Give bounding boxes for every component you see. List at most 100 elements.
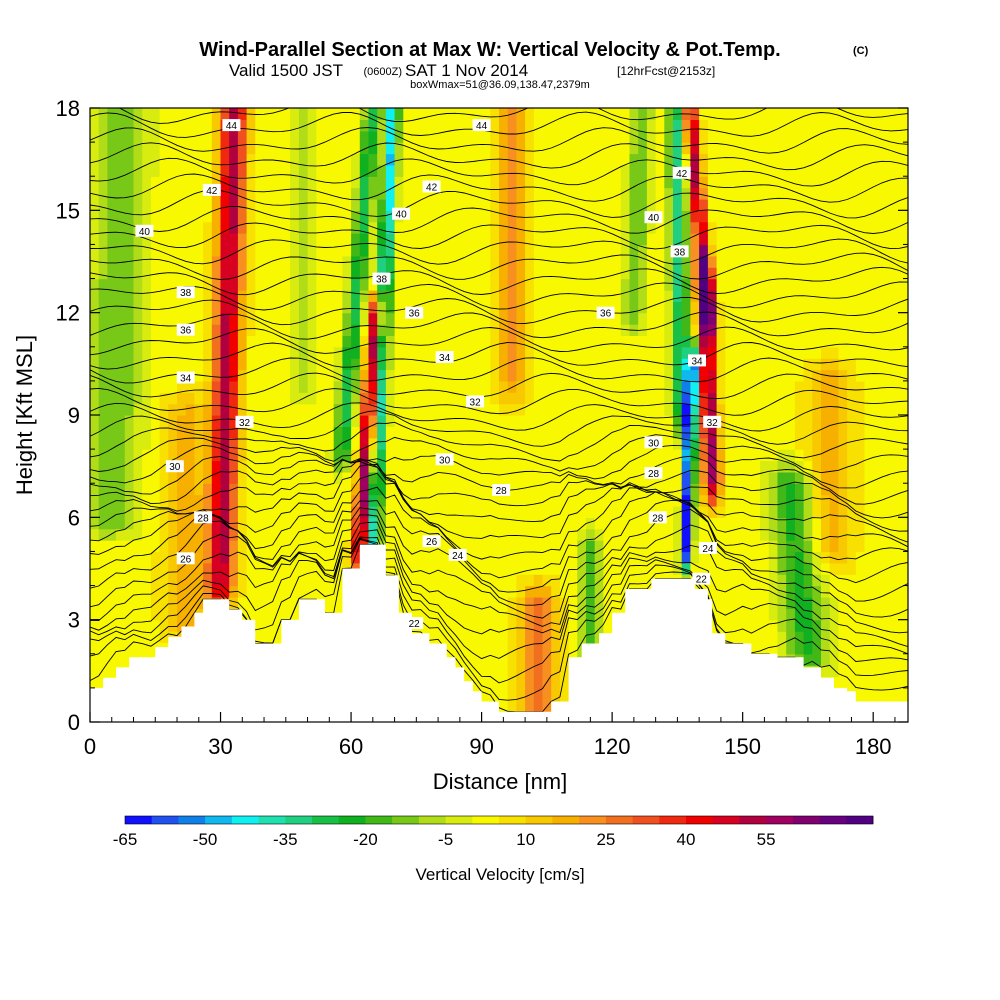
field-cell [751,176,761,189]
field-cell [586,187,596,200]
field-cell [638,244,648,257]
field-cell [673,540,683,553]
field-cell [786,642,796,655]
field-cell [629,221,639,234]
field-cell [272,210,282,223]
field-cell [734,517,744,530]
field-cell [725,324,735,336]
field-cell [516,289,526,302]
field-cell [821,642,831,655]
field-cell [855,369,866,382]
field-cell [220,460,230,473]
field-cell [559,562,570,575]
field-cell [812,574,822,587]
field-cell [821,631,831,643]
field-cell [533,619,544,632]
field-cell [281,176,291,189]
field-cell [603,210,613,223]
field-cell [594,199,604,211]
field-cell [142,426,152,439]
field-cell [664,392,674,405]
field-cell [716,437,726,450]
field-cell [142,608,152,621]
field-cell [777,596,787,609]
field-cell [333,312,343,325]
field-cell [603,392,613,405]
field-cell [777,164,787,177]
field-cell [107,653,117,666]
field-cell [203,392,213,405]
field-cell [229,358,239,371]
field-cell [838,437,848,450]
field-cell [403,506,413,518]
field-cell [446,392,457,405]
field-cell [98,392,108,405]
field-cell [586,210,596,223]
field-cell [255,335,265,348]
field-cell [403,471,413,484]
field-cell [177,426,187,439]
field-cell [873,551,883,564]
field-cell [150,278,161,291]
field-cell [533,415,544,427]
field-cell [272,551,282,564]
field-cell [150,449,161,462]
field-cell [385,255,396,268]
field-cell [490,619,500,632]
field-cell [812,335,822,348]
field-cell [133,278,143,291]
field-cell [603,199,613,211]
field-cell [446,517,457,530]
field-cell [203,562,213,575]
field-cell [472,517,483,530]
field-cell [847,142,857,155]
field-cell [150,221,161,234]
field-cell [107,415,117,427]
field-cell [385,517,396,530]
field-cell [264,346,274,359]
field-cell [655,278,665,291]
field-cell [760,392,770,405]
field-cell [490,187,500,200]
field-cell [612,176,622,189]
field-cell [594,346,604,359]
field-cell [794,506,805,518]
field-cell [168,426,178,439]
field-cell [394,403,404,416]
field-cell [655,312,665,325]
field-cell [220,540,230,553]
field-cell [881,108,892,120]
field-cell [559,153,570,166]
field-cell [385,358,396,371]
field-cell [316,130,326,143]
field-cell [246,585,256,598]
field-cell [194,449,204,462]
field-cell [446,596,457,609]
field-cell [203,210,213,223]
field-cell [150,494,161,507]
field-cell [568,483,578,496]
field-cell [777,608,787,621]
field-cell [211,312,222,325]
field-cell [855,142,866,155]
field-cell [412,289,422,302]
field-cell [664,187,674,200]
field-cell [150,460,161,473]
field-cell [229,210,239,223]
field-cell [298,164,309,177]
field-cell [603,494,613,507]
field-cell [821,449,831,462]
field-cell [203,437,213,450]
field-cell [542,585,552,598]
field-cell [342,233,352,246]
field-cell [751,528,761,541]
field-cell [646,324,657,336]
field-cell [351,210,361,223]
field-cell [768,403,779,416]
field-cell [716,540,726,553]
field-cell [168,585,178,598]
field-cell [638,494,648,507]
field-cell [159,199,169,211]
field-cell [881,335,892,348]
field-cell [794,528,805,541]
